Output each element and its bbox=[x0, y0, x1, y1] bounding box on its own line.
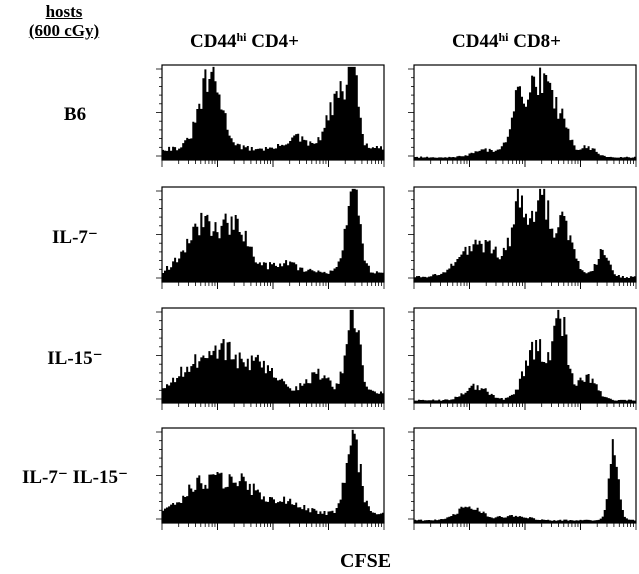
column-header-cd4-sup: hi bbox=[236, 30, 247, 44]
histogram-area bbox=[414, 439, 636, 523]
histogram-area bbox=[414, 188, 636, 282]
histogram-panel-il7il15-cd8 bbox=[408, 427, 637, 530]
histogram-panel-il7il15-cd4 bbox=[156, 427, 385, 530]
panel-frame bbox=[413, 427, 637, 524]
histogram-area bbox=[162, 309, 384, 403]
hosts-title: hosts (600 cGy) bbox=[5, 2, 123, 40]
column-header-cd8-tail: CD8+ bbox=[508, 31, 561, 52]
column-header-cd8: CD44hi CD8+ bbox=[452, 30, 561, 53]
histogram-area bbox=[414, 67, 636, 160]
column-header-cd4-tail: CD4+ bbox=[246, 31, 299, 52]
histogram-area bbox=[162, 429, 384, 523]
row-label-il15: IL-15⁻ bbox=[47, 348, 103, 369]
histogram-panel-il7-cd4 bbox=[156, 186, 385, 289]
histogram-panel-il15-cd4 bbox=[156, 307, 385, 410]
hosts-title-line1: hosts bbox=[45, 2, 83, 21]
histogram-area bbox=[162, 66, 384, 160]
row-label-b6: B6 bbox=[63, 104, 87, 125]
hosts-title-line2: (600 cGy) bbox=[28, 21, 100, 40]
column-header-cd4: CD44hi CD4+ bbox=[190, 30, 299, 53]
row-label-il7-il15: IL-7⁻ IL-15⁻ bbox=[21, 467, 129, 488]
column-header-cd4-text: CD44 bbox=[190, 31, 237, 52]
histogram-panel-il15-cd8 bbox=[408, 307, 637, 410]
column-header-cd8-text: CD44 bbox=[452, 31, 499, 52]
row-label-il7: IL-7⁻ bbox=[52, 227, 98, 248]
histogram-panel-b6-cd4 bbox=[156, 64, 385, 167]
histogram-area bbox=[414, 309, 636, 403]
column-header-cd8-sup: hi bbox=[498, 30, 509, 44]
x-axis-label: CFSE bbox=[340, 550, 392, 572]
histogram-panel-b6-cd8 bbox=[408, 64, 637, 167]
histogram-panel-il7-cd8 bbox=[408, 186, 637, 289]
histogram-area bbox=[162, 188, 384, 282]
